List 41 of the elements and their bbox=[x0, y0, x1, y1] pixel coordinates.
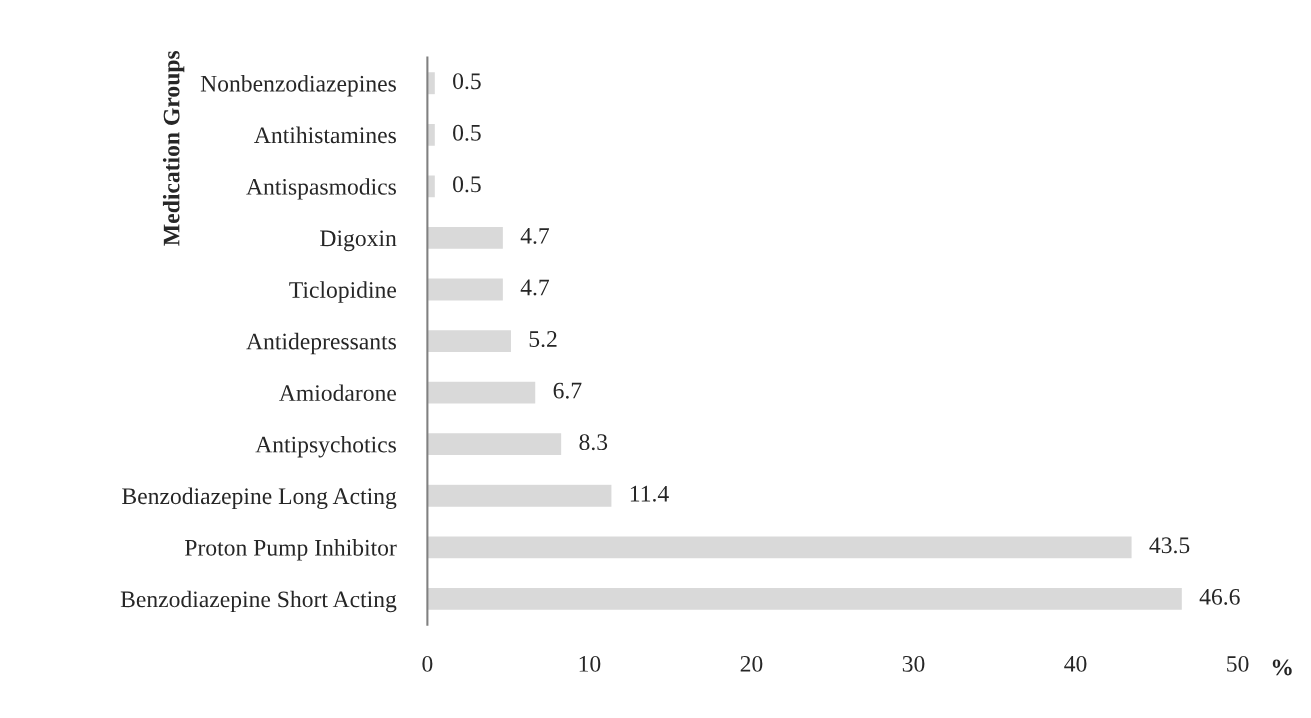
x-tick-label: 20 bbox=[740, 655, 763, 672]
bar bbox=[427, 174, 437, 199]
bar bbox=[427, 70, 437, 96]
data-label: 8.3 bbox=[579, 434, 608, 451]
bar bbox=[427, 225, 505, 251]
y-tick-label: Benzodiazepine Long Acting bbox=[122, 487, 397, 510]
data-label: 43.5 bbox=[1149, 537, 1190, 554]
y-tick-label: Digoxin bbox=[320, 230, 397, 252]
y-tick-label: Antipsychotics bbox=[255, 435, 396, 458]
data-label: 4.7 bbox=[520, 279, 550, 296]
data-label: 46.6 bbox=[1199, 588, 1240, 605]
bar bbox=[427, 483, 613, 509]
y-tick-label: Amiodarone bbox=[279, 384, 397, 402]
x-tick-label: 10 bbox=[579, 655, 601, 672]
data-label: 0.5 bbox=[453, 176, 481, 193]
data-label: 11.4 bbox=[630, 485, 669, 502]
bar bbox=[427, 328, 513, 354]
bar bbox=[427, 586, 1184, 612]
bar bbox=[427, 380, 537, 405]
bar bbox=[427, 535, 1133, 560]
y-tick-label: Antihistamines bbox=[254, 126, 396, 144]
x-axis-title: % bbox=[1272, 659, 1292, 676]
y-axis-title: Medication Groups bbox=[162, 50, 185, 246]
x-tick-label: 30 bbox=[902, 655, 925, 672]
bar bbox=[427, 122, 437, 148]
x-tick-label: 40 bbox=[1064, 655, 1087, 672]
y-tick-label: Nonbenzodiazepines bbox=[200, 75, 396, 97]
y-tick-label: Proton Pump Inhibitor bbox=[185, 539, 397, 561]
y-tick-label: Ticlopidine bbox=[289, 281, 397, 303]
y-tick-label: Benzodiazepine Short Acting bbox=[120, 590, 397, 613]
data-label: 0.5 bbox=[453, 73, 481, 90]
data-label: 6.7 bbox=[553, 382, 582, 399]
y-tick-label: Antispasmodics bbox=[246, 178, 396, 200]
data-label: 4.7 bbox=[520, 228, 550, 244]
data-label: 0.5 bbox=[453, 124, 481, 141]
x-tick-label: 50 bbox=[1227, 655, 1249, 672]
bar bbox=[427, 277, 505, 302]
data-label: 5.2 bbox=[529, 331, 557, 348]
y-tick-label: Antidepressants bbox=[246, 332, 396, 355]
x-tick-label: 0 bbox=[422, 655, 433, 672]
bar bbox=[427, 431, 563, 457]
